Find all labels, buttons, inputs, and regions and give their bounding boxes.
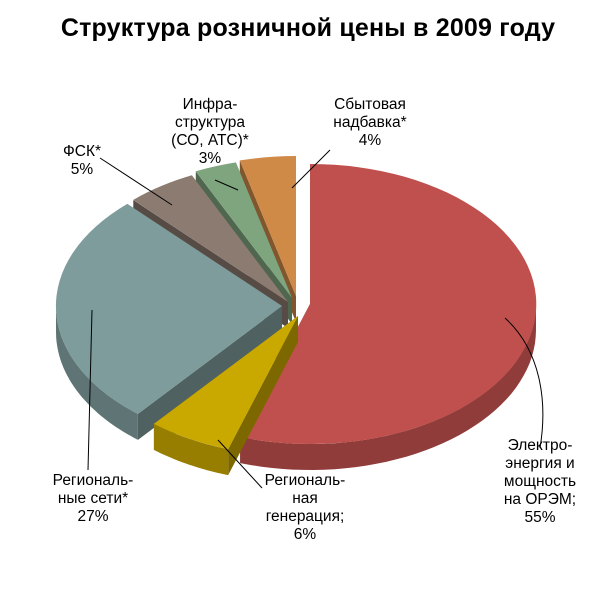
slice-label-orem: Электро- энергия и мощность на ОРЭМ; 55%: [503, 437, 577, 526]
slice-label-fsk: ФСК* 5%: [62, 143, 102, 178]
slice-label-regional-generation: Региональ- ная генерация; 6%: [264, 472, 346, 543]
leader-regional-generation: [217, 439, 263, 489]
leader-orem: [504, 317, 544, 449]
slice-regional-networks: [55, 203, 283, 440]
leader-fsk: [99, 157, 173, 206]
leader-infrastructure: [214, 179, 239, 191]
leader-regional-networks: [87, 309, 93, 471]
chart-title: Структура розничной цены в 2009 году: [60, 14, 556, 42]
slice-label-regional-networks: Региональ- ные сети* 27%: [52, 472, 134, 525]
leader-sales-markup: [291, 149, 331, 189]
slice-regional-generation: [153, 316, 298, 476]
slice-label-infrastructure: Инфра- структура (СО, АТС)* 3%: [171, 96, 249, 167]
slice-label-sales-markup: Сбытовая надбавка* 4%: [333, 96, 407, 149]
